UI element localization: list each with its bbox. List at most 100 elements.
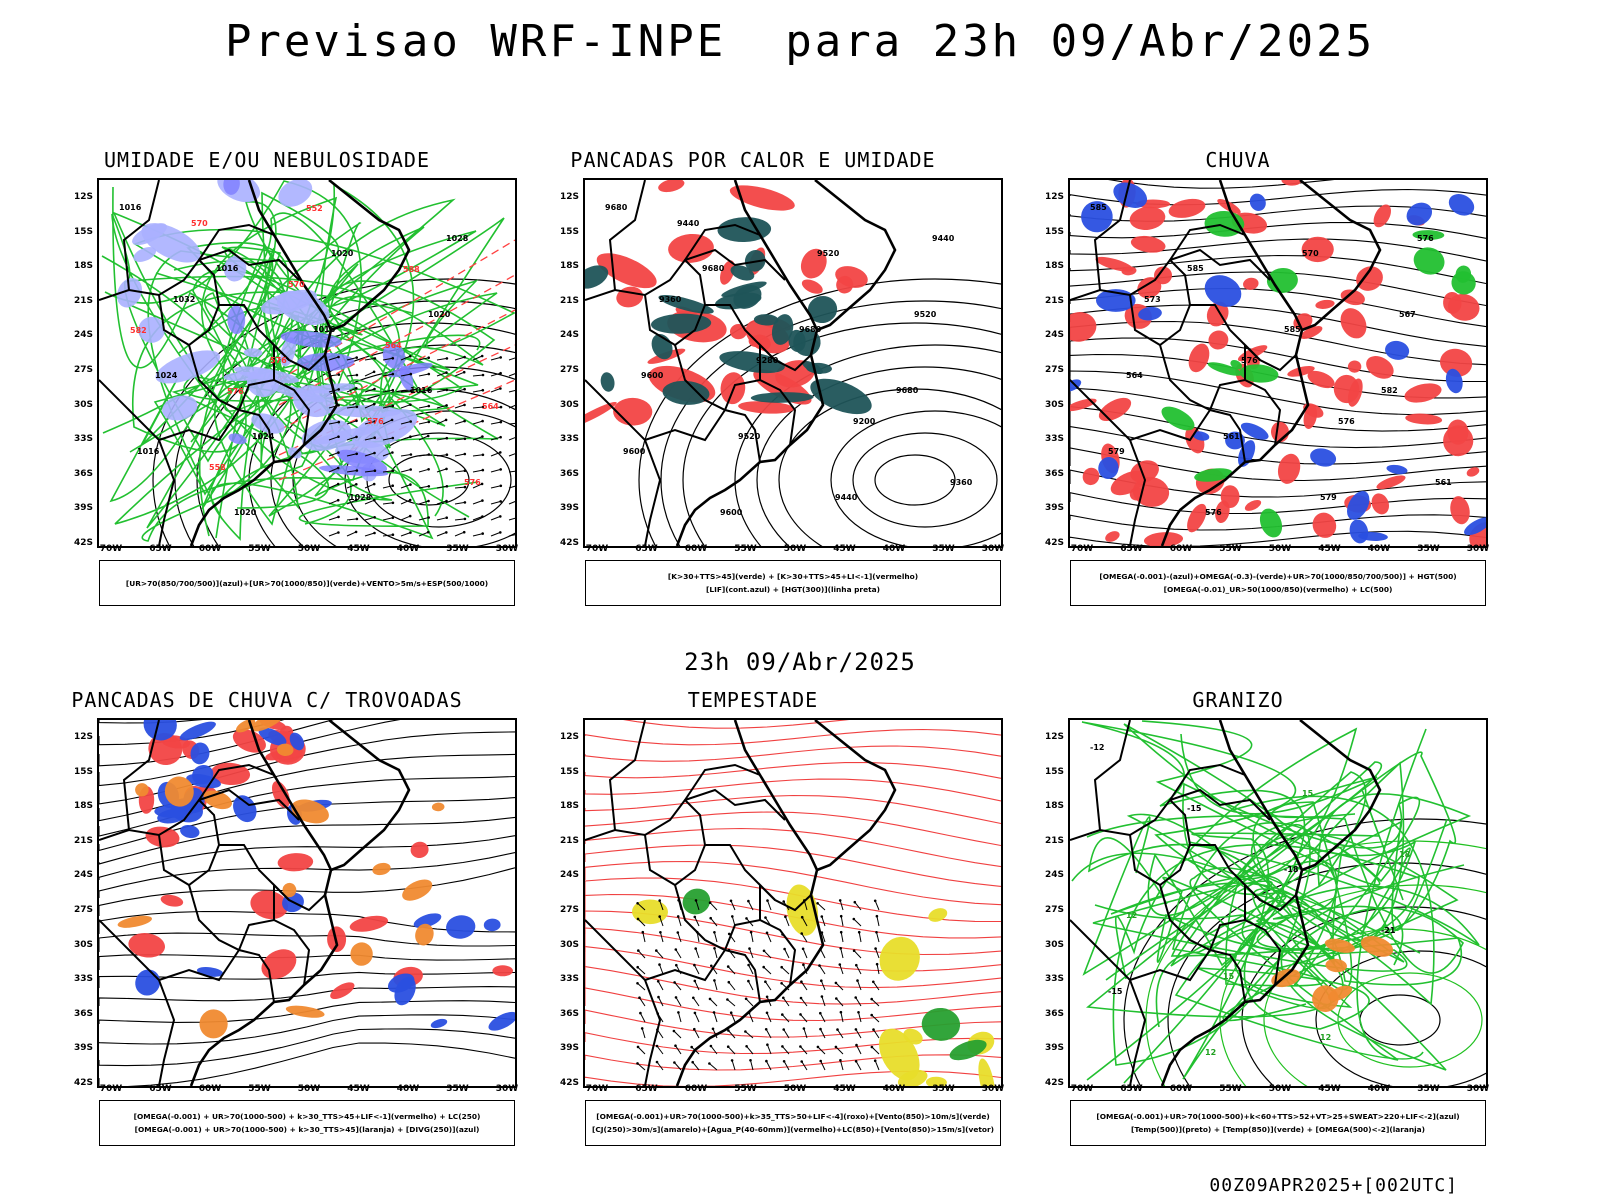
contour-label: 9600 [720, 508, 743, 517]
wind-vector [674, 948, 682, 959]
field-shading [1300, 326, 1323, 339]
field-shading [1340, 289, 1365, 306]
lat-tick-label: 21S [73, 295, 93, 306]
wind-vector [780, 965, 790, 975]
lon-tick-label: 40W [1367, 544, 1391, 554]
lon-tick-label: 70W [99, 1084, 123, 1094]
lon-tick-label: 45W [833, 1084, 856, 1094]
wind-vector [418, 420, 431, 425]
streamline [585, 966, 1001, 1005]
wind-vector [820, 979, 826, 991]
field-shading [117, 915, 153, 928]
lat-tick-label: 27S [73, 905, 93, 915]
lon-tick-label: 55W [734, 1084, 757, 1094]
field-shading [1070, 379, 1082, 392]
lat-tick-label: 39S [1044, 503, 1064, 514]
wind-vector [856, 979, 862, 991]
field-shading [1464, 517, 1486, 536]
lat-tick-label: 39S [559, 1043, 579, 1054]
lat-tick-label: 33S [73, 974, 93, 985]
wind-vector [656, 980, 664, 991]
field-shading [483, 918, 501, 932]
streamline [585, 728, 1001, 746]
streamline [1070, 320, 1486, 366]
contour-line [682, 322, 1001, 546]
wind-vector [839, 914, 844, 927]
wind-vector [364, 498, 376, 505]
contour-label: 576 [1241, 356, 1258, 365]
contour-label: 1028 [446, 234, 469, 243]
country-border [1070, 919, 1147, 1086]
streamline [585, 1032, 1001, 1055]
contour-label: 585 [1284, 325, 1301, 334]
wind-vector [382, 533, 395, 537]
contour-label: 570 [288, 280, 305, 289]
wind-vector [490, 387, 502, 393]
wind-vector [328, 420, 341, 425]
panel-title: CHUVA [1205, 148, 1271, 172]
lon-tick-label: 60W [198, 544, 222, 554]
wind-vector [802, 1027, 808, 1039]
country-border [1169, 799, 1191, 846]
lon-tick-label: 70W [585, 1084, 609, 1094]
streamline [99, 1014, 515, 1045]
wind-vector [672, 1029, 682, 1039]
field-shading [668, 233, 714, 263]
wind-vector [400, 498, 412, 505]
field-shading [278, 180, 313, 207]
wind-vector [490, 500, 503, 505]
contour-label: 9680 [896, 386, 919, 395]
contour-label: 1016 [216, 264, 239, 273]
wind-vector [364, 482, 376, 489]
lon-tick-label: 35W [932, 544, 955, 554]
wind-vector [418, 434, 430, 441]
lat-tick-label: 33S [1044, 434, 1064, 445]
lat-tick-label: 12S [559, 732, 579, 742]
field-shading [1277, 453, 1301, 484]
field-shading [807, 295, 838, 324]
wind-vector [857, 1011, 862, 1023]
lat-tick-label: 18S [559, 801, 579, 812]
field-shading [836, 275, 854, 294]
wind-vector [364, 370, 376, 377]
country-border [238, 378, 311, 446]
coastline [328, 720, 411, 872]
wind-vector [508, 390, 515, 393]
field-shading [280, 330, 342, 348]
field-shading [1307, 370, 1335, 389]
field-shading [600, 372, 615, 392]
streamline [585, 927, 1001, 972]
lon-tick-label: 60W [684, 544, 708, 554]
wind-vector [490, 451, 502, 457]
wind-vector [508, 470, 515, 473]
wind-vector [436, 499, 448, 505]
lat-tick-label: 36S [559, 1008, 579, 1019]
wind-vector [364, 420, 377, 425]
field-shading [228, 433, 247, 445]
thickness-contour [278, 239, 515, 381]
wind-vector [400, 372, 413, 377]
field-shading [431, 802, 445, 812]
wind-vector [693, 963, 700, 975]
field-shading [223, 371, 261, 382]
wind-vector [400, 389, 413, 393]
wind-vector [764, 1028, 772, 1039]
wind-vector [729, 1011, 736, 1023]
wind-vector [472, 435, 484, 441]
lat-tick-label: 36S [559, 468, 579, 479]
country-border [1093, 720, 1131, 831]
wind-vector [748, 947, 754, 959]
wind-vector [400, 435, 412, 441]
wind-vector [708, 997, 718, 1007]
field-shading [1366, 356, 1394, 379]
contour-line [874, 454, 956, 506]
wind-vector [708, 901, 718, 911]
wind-vector [819, 1011, 826, 1023]
wind-vector [747, 899, 754, 911]
field-shading [1404, 383, 1442, 403]
field-shading [1360, 936, 1394, 957]
contour-label: 582 [1381, 386, 1398, 395]
streamline [99, 816, 515, 865]
lat-tick-label: 12S [73, 732, 93, 742]
wind-vector [364, 531, 376, 537]
